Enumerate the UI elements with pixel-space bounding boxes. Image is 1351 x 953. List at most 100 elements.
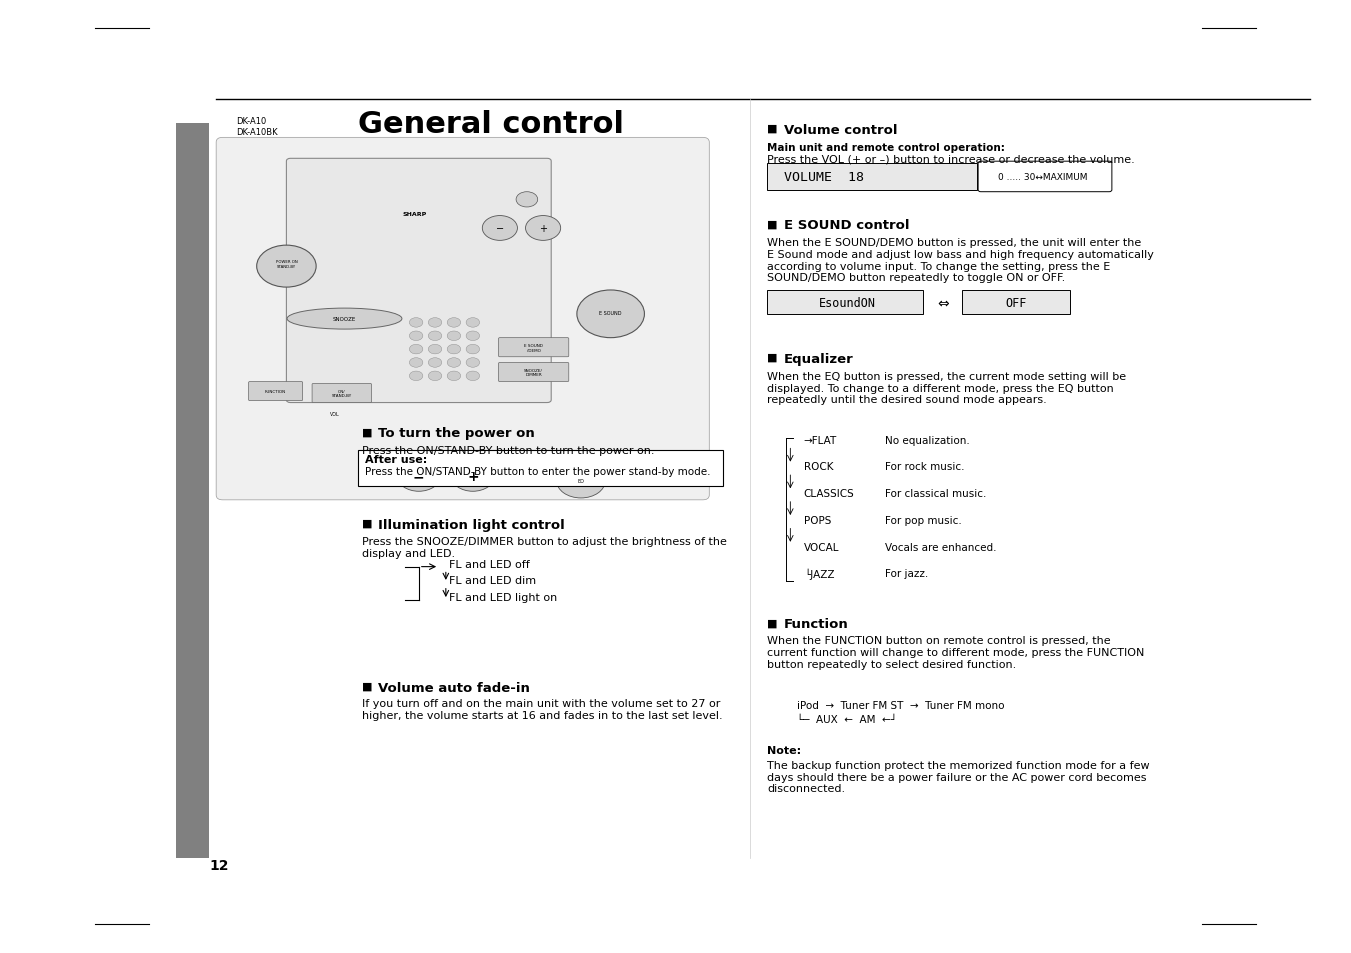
FancyBboxPatch shape [767, 291, 923, 314]
Text: SNOOZE: SNOOZE [332, 316, 357, 322]
Text: OFF: OFF [1005, 296, 1027, 310]
FancyBboxPatch shape [962, 291, 1070, 314]
Text: FUNCTION: FUNCTION [265, 390, 286, 394]
Circle shape [482, 216, 517, 241]
Text: To turn the power on: To turn the power on [378, 427, 535, 440]
FancyBboxPatch shape [499, 363, 569, 382]
Circle shape [428, 345, 442, 355]
Text: The backup function protect the memorized function mode for a few
days should th: The backup function protect the memorize… [767, 760, 1150, 794]
Text: General control: General control [358, 110, 624, 138]
Text: POWER ON
STAND-BY: POWER ON STAND-BY [276, 259, 297, 269]
Text: ON/
STAND-BY: ON/ STAND-BY [332, 389, 351, 398]
Circle shape [428, 372, 442, 381]
Circle shape [428, 358, 442, 368]
Circle shape [466, 372, 480, 381]
Text: −: − [413, 470, 424, 483]
FancyBboxPatch shape [978, 162, 1112, 193]
Text: ■: ■ [362, 427, 373, 436]
Text: →FLAT: →FLAT [804, 436, 838, 445]
Circle shape [466, 345, 480, 355]
Text: For rock music.: For rock music. [885, 462, 965, 472]
Circle shape [447, 372, 461, 381]
Circle shape [409, 345, 423, 355]
Circle shape [526, 216, 561, 241]
FancyBboxPatch shape [286, 159, 551, 403]
Text: E SOUND: E SOUND [600, 311, 621, 316]
Circle shape [466, 318, 480, 328]
Circle shape [557, 464, 605, 498]
Text: +: + [539, 224, 547, 233]
Text: Press the ON/STAND-BY button to enter the power stand-by mode.: Press the ON/STAND-BY button to enter th… [365, 467, 711, 476]
Circle shape [447, 332, 461, 341]
Text: Volume control: Volume control [784, 124, 897, 137]
Text: VOL: VOL [330, 412, 340, 417]
Text: For jazz.: For jazz. [885, 569, 928, 578]
Ellipse shape [286, 309, 403, 330]
Text: VOCAL: VOCAL [804, 542, 839, 552]
Text: Basic Operation: Basic Operation [147, 428, 163, 563]
Text: ■: ■ [767, 353, 778, 362]
Text: ■: ■ [362, 518, 373, 528]
Text: CLASSICS: CLASSICS [804, 489, 855, 498]
Text: ⇔: ⇔ [938, 296, 948, 310]
Text: E SOUND control: E SOUND control [784, 219, 909, 233]
Text: Function: Function [784, 618, 848, 631]
Text: └─  AUX  ←  AM  ←┘: └─ AUX ← AM ←┘ [797, 715, 897, 724]
Text: Equalizer: Equalizer [784, 353, 854, 366]
Text: iPod  →  Tuner FM ST  →  Tuner FM mono: iPod → Tuner FM ST → Tuner FM mono [797, 700, 1005, 710]
Circle shape [447, 345, 461, 355]
Text: When the E SOUND/DEMO button is pressed, the unit will enter the
E Sound mode an: When the E SOUND/DEMO button is pressed,… [767, 238, 1154, 283]
Text: When the EQ button is pressed, the current mode setting will be
displayed. To ch: When the EQ button is pressed, the curre… [767, 372, 1127, 405]
Circle shape [397, 461, 440, 492]
Text: E SOUND
/DEMO: E SOUND /DEMO [524, 343, 543, 353]
Text: Volume auto fade-in: Volume auto fade-in [378, 681, 530, 695]
Circle shape [466, 358, 480, 368]
Text: FL and LED dim: FL and LED dim [449, 576, 535, 585]
Text: 0 ..... 30↔MAXIMUM: 0 ..... 30↔MAXIMUM [998, 172, 1088, 182]
Text: ■: ■ [362, 681, 373, 691]
Text: DK-A10
DK-A10BK: DK-A10 DK-A10BK [236, 117, 278, 136]
Circle shape [257, 246, 316, 288]
Text: When the FUNCTION button on remote control is pressed, the
current function will: When the FUNCTION button on remote contr… [767, 636, 1144, 669]
FancyBboxPatch shape [499, 338, 569, 357]
Text: FL and LED light on: FL and LED light on [449, 593, 557, 602]
Text: If you turn off and on the main unit with the volume set to 27 or
higher, the vo: If you turn off and on the main unit wit… [362, 699, 723, 720]
Circle shape [447, 318, 461, 328]
Text: ROCK: ROCK [804, 462, 834, 472]
Circle shape [466, 332, 480, 341]
Text: No equalization.: No equalization. [885, 436, 970, 445]
Text: Press the VOL (+ or –) button to increase or decrease the volume.: Press the VOL (+ or –) button to increas… [767, 154, 1135, 164]
Text: VOLUME  18: VOLUME 18 [784, 171, 865, 184]
Text: 12: 12 [209, 858, 228, 872]
FancyBboxPatch shape [249, 382, 303, 401]
FancyBboxPatch shape [767, 164, 977, 191]
Circle shape [516, 193, 538, 208]
Text: EsoundON: EsoundON [819, 296, 875, 310]
Circle shape [409, 318, 423, 328]
Text: After use:: After use: [365, 455, 427, 464]
Text: Press the ON/STAND-BY button to turn the power on.: Press the ON/STAND-BY button to turn the… [362, 445, 655, 455]
Circle shape [409, 372, 423, 381]
FancyBboxPatch shape [176, 124, 209, 858]
FancyBboxPatch shape [312, 384, 372, 403]
FancyBboxPatch shape [358, 451, 723, 487]
Text: Main unit and remote control operation:: Main unit and remote control operation: [767, 143, 1005, 152]
Text: ■: ■ [767, 219, 778, 229]
Text: Press the SNOOZE/DIMMER button to adjust the brightness of the
display and LED.: Press the SNOOZE/DIMMER button to adjust… [362, 537, 727, 558]
Text: Note:: Note: [767, 745, 801, 755]
Text: ■: ■ [767, 124, 778, 133]
Text: ED: ED [577, 478, 585, 484]
Circle shape [428, 332, 442, 341]
Text: For classical music.: For classical music. [885, 489, 986, 498]
Circle shape [577, 291, 644, 338]
Circle shape [428, 318, 442, 328]
Text: +: + [467, 470, 478, 483]
Text: Vocals are enhanced.: Vocals are enhanced. [885, 542, 997, 552]
Text: SHARP: SHARP [403, 212, 427, 217]
FancyBboxPatch shape [216, 138, 709, 500]
Circle shape [447, 358, 461, 368]
Text: ■: ■ [767, 618, 778, 627]
Text: FL and LED off: FL and LED off [449, 559, 530, 569]
Text: POPS: POPS [804, 516, 831, 525]
Circle shape [409, 358, 423, 368]
